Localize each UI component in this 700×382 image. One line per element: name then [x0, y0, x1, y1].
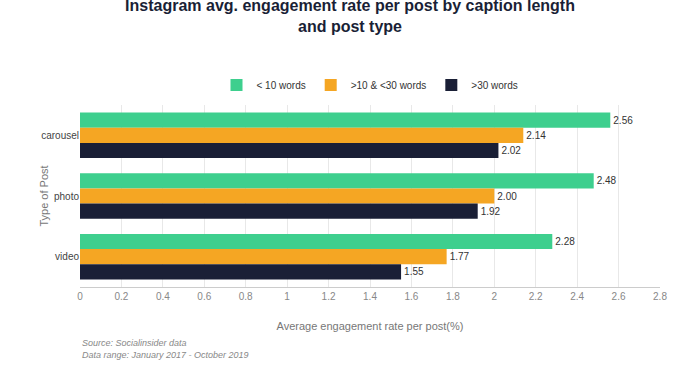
svg-text:carousel: carousel [41, 130, 79, 141]
svg-text:1.55: 1.55 [404, 266, 424, 277]
svg-text:>10 & <30 words: >10 & <30 words [351, 80, 427, 91]
svg-text:0.8: 0.8 [239, 291, 253, 302]
svg-text:2.02: 2.02 [501, 145, 521, 156]
svg-text:0.6: 0.6 [197, 291, 211, 302]
svg-text:1.77: 1.77 [450, 251, 470, 262]
svg-text:1.6: 1.6 [404, 291, 418, 302]
svg-text:2.56: 2.56 [613, 115, 633, 126]
svg-text:< 10 words: < 10 words [257, 80, 306, 91]
svg-text:2.14: 2.14 [526, 130, 546, 141]
svg-text:2.8: 2.8 [653, 291, 667, 302]
svg-text:1.92: 1.92 [481, 206, 501, 217]
svg-text:2.28: 2.28 [555, 236, 575, 247]
svg-text:1.2: 1.2 [322, 291, 336, 302]
svg-text:0: 0 [77, 291, 83, 302]
svg-text:Average engagement rate per po: Average engagement rate per post(%) [277, 320, 464, 332]
svg-text:2.00: 2.00 [497, 191, 517, 202]
svg-text:Type of Post: Type of Post [38, 165, 50, 226]
svg-text:0.2: 0.2 [114, 291, 128, 302]
svg-text:2.2: 2.2 [529, 291, 543, 302]
svg-text:2.4: 2.4 [570, 291, 584, 302]
svg-text:1.4: 1.4 [363, 291, 377, 302]
svg-text:0.4: 0.4 [156, 291, 170, 302]
svg-text:Source: Socialinsider dataData: Source: Socialinsider dataData range: Ja… [82, 338, 249, 360]
svg-text:video: video [55, 251, 79, 262]
svg-text:2.6: 2.6 [612, 291, 626, 302]
svg-text:1: 1 [284, 291, 290, 302]
svg-text:photo: photo [54, 191, 79, 202]
svg-text:2.48: 2.48 [597, 175, 617, 186]
svg-text:2: 2 [492, 291, 498, 302]
svg-text:1.8: 1.8 [446, 291, 460, 302]
svg-text:Instagram avg. engagement rate: Instagram avg. engagement rate per post … [125, 0, 575, 35]
svg-text:>30 words: >30 words [471, 80, 517, 91]
